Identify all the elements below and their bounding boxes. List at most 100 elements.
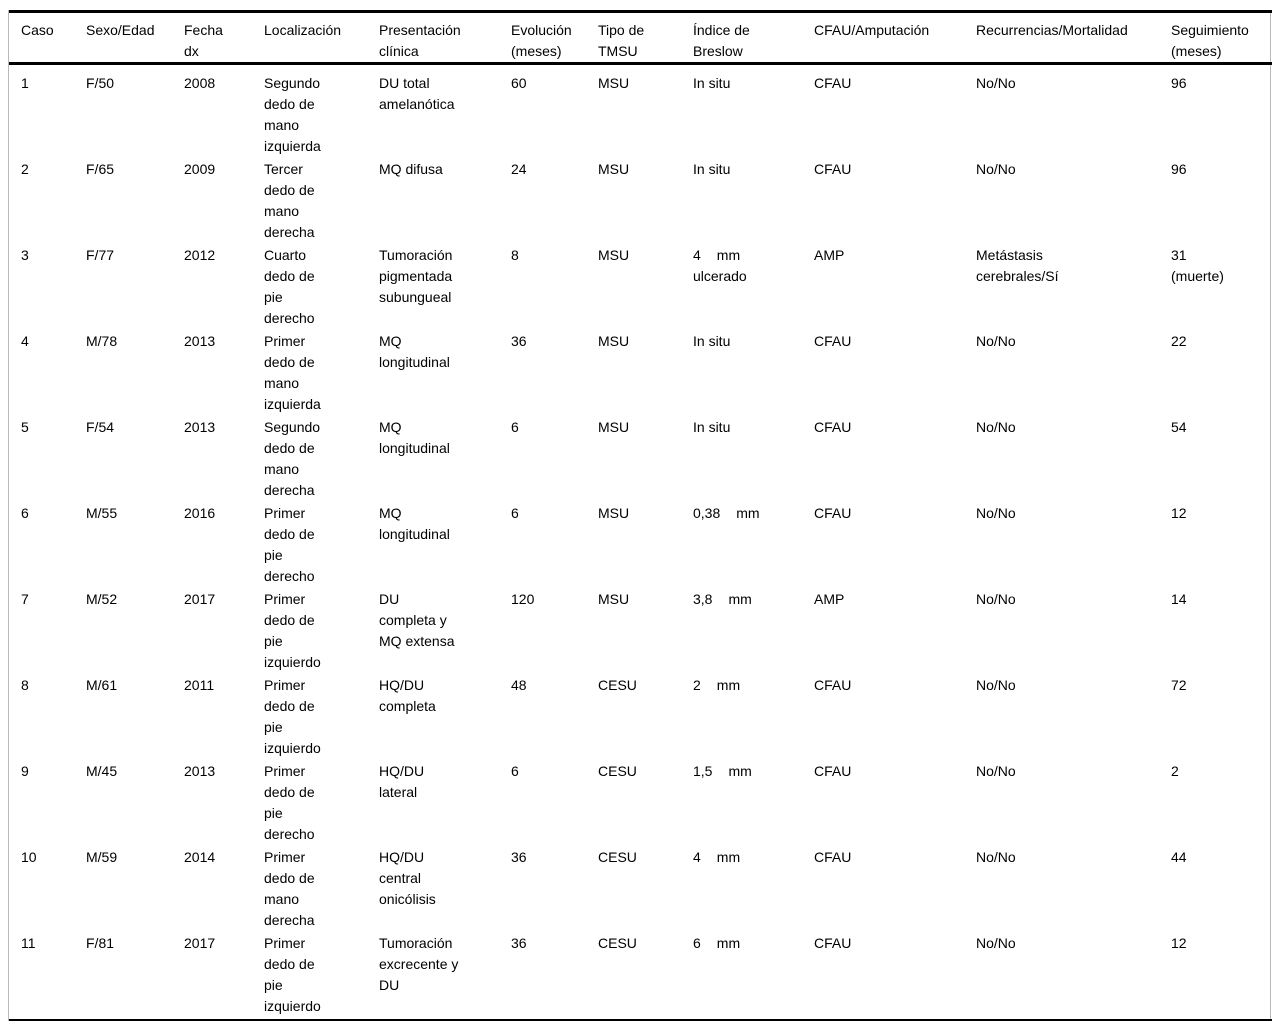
table-row: 11 F/81 2017 Primer dedo de pie izquierdo Tu… (9, 933, 1272, 1020)
breslow-unit: mm (716, 677, 741, 693)
breslow-value-line: 2 mm (693, 677, 741, 693)
cell-fecha_dx: 2013 (184, 419, 216, 435)
cell-tipo_tmsu: MSU (598, 591, 630, 607)
cell-sexo_edad: M/45 (86, 763, 118, 779)
column-header-tipo_tmsu: Tipo de TMSU (598, 11, 693, 65)
cell-sexo_edad: F/54 (86, 419, 115, 435)
cell-tipo_tmsu: CESU (598, 849, 637, 865)
breslow-value-line: 1,5 mm (693, 763, 752, 779)
cell-tipo_tmsu: CESU (598, 935, 637, 951)
table-row: 5 F/54 2013 Segundo dedo de mano derecha MQ … (9, 417, 1272, 503)
cell-localizacion: Primer dedo de pie izquierdo (264, 677, 321, 756)
cell-seguimiento_meses: 12 (1171, 505, 1187, 521)
cell-caso: 1 (21, 75, 29, 91)
breslow-value-line: 4 mm (693, 247, 741, 263)
cell-seguimiento_meses: 72 (1171, 677, 1187, 693)
cell-tipo_tmsu: CESU (598, 677, 637, 693)
breslow-value-line: In situ (693, 161, 731, 177)
cell-fecha_dx: 2008 (184, 75, 216, 91)
table-row: 9 M/45 2013 Primer dedo de pie derecho HQ/DU… (9, 761, 1272, 847)
cell-presentacion_clinica: Tumoración pigmentada subungueal (379, 247, 453, 305)
breslow-value-line: 6 mm (693, 935, 741, 951)
cell-evolucion_meses: 60 (511, 75, 527, 91)
cell-cfau_amputacion: CFAU (814, 333, 852, 349)
breslow-unit: mm (716, 849, 741, 865)
cell-evolucion_meses: 24 (511, 161, 527, 177)
cases-table-figure: Caso Sexo/Edad Fecha dx Localización Present… (8, 10, 1272, 1021)
cell-fecha_dx: 2016 (184, 505, 216, 521)
cell-fecha_dx: 2014 (184, 849, 216, 865)
cell-sexo_edad: M/61 (86, 677, 118, 693)
cell-indice_breslow: 0,38 mm (693, 503, 814, 589)
cell-recurrencias_mortalidad: No/No (976, 505, 1016, 521)
cell-localizacion: Primer dedo de mano izquierda (264, 333, 321, 412)
cell-indice_breslow: 2 mm (693, 675, 814, 761)
column-header-recurrencias_mortalidad: Recurrencias/Mortalidad (976, 11, 1171, 65)
cell-recurrencias_mortalidad: No/No (976, 591, 1016, 607)
breslow-value-line: 3,8 mm (693, 591, 752, 607)
cell-localizacion: Primer dedo de pie izquierdo (264, 935, 321, 1014)
table-body: 1 F/50 2008 Segundo dedo de mano izquierda D… (9, 64, 1272, 1021)
column-header-cfau_amputacion: CFAU/Amputación (814, 11, 976, 65)
column-header-fecha_dx: Fecha dx (184, 11, 264, 65)
cell-localizacion: Primer dedo de pie izquierdo (264, 591, 321, 670)
breslow-value-line: In situ (693, 75, 731, 91)
cell-cfau_amputacion: CFAU (814, 505, 852, 521)
cell-recurrencias_mortalidad: No/No (976, 935, 1016, 951)
cell-cfau_amputacion: AMP (814, 247, 845, 263)
cell-recurrencias_mortalidad: No/No (976, 849, 1016, 865)
table-row: 10 M/59 2014 Primer dedo de mano derecha HQ/… (9, 847, 1272, 933)
cell-sexo_edad: M/78 (86, 333, 118, 349)
breslow-unit: mm (736, 505, 760, 521)
cell-sexo_edad: F/50 (86, 75, 115, 91)
cell-seguimiento_meses: 96 (1171, 161, 1187, 177)
cell-cfau_amputacion: CFAU (814, 935, 852, 951)
cell-recurrencias_mortalidad: No/No (976, 75, 1016, 91)
cell-presentacion_clinica: MQ longitudinal (379, 333, 450, 370)
cell-caso: 4 (21, 333, 29, 349)
cell-localizacion: Primer dedo de pie derecho (264, 505, 315, 584)
cell-indice_breslow: 3,8 mm (693, 589, 814, 675)
cell-fecha_dx: 2009 (184, 161, 216, 177)
breslow-unit: mm (728, 591, 752, 607)
cell-presentacion_clinica: HQ/DU lateral (379, 763, 425, 800)
cell-recurrencias_mortalidad: No/No (976, 677, 1016, 693)
cell-fecha_dx: 2013 (184, 763, 216, 779)
cell-tipo_tmsu: MSU (598, 419, 630, 435)
cell-tipo_tmsu: MSU (598, 247, 630, 263)
cell-presentacion_clinica: HQ/DU central onicólisis (379, 849, 436, 907)
cell-evolucion_meses: 6 (511, 505, 519, 521)
cell-cfau_amputacion: CFAU (814, 677, 852, 693)
cell-presentacion_clinica: Tumoración excrecente y DU (379, 935, 459, 993)
cell-evolucion_meses: 6 (511, 419, 519, 435)
column-header-caso: Caso (9, 11, 86, 65)
cell-presentacion_clinica: MQ longitudinal (379, 505, 450, 542)
cell-seguimiento_meses: 31 (muerte) (1171, 247, 1224, 284)
cell-fecha_dx: 2013 (184, 333, 216, 349)
cell-recurrencias_mortalidad: No/No (976, 419, 1016, 435)
cell-presentacion_clinica: DU total amelanótica (379, 75, 455, 112)
cell-cfau_amputacion: CFAU (814, 763, 852, 779)
cell-cfau_amputacion: CFAU (814, 419, 852, 435)
cell-indice_breslow: In situ (693, 417, 814, 503)
cell-presentacion_clinica: MQ difusa (379, 161, 443, 177)
breslow-value-line: In situ (693, 419, 731, 435)
cell-seguimiento_meses: 12 (1171, 935, 1187, 951)
cell-presentacion_clinica: DU completa y MQ extensa (379, 591, 455, 649)
breslow-unit: mm (728, 763, 752, 779)
table-row: 2 F/65 2009 Tercer dedo de mano derecha MQ d… (9, 159, 1272, 245)
cell-caso: 8 (21, 677, 29, 693)
cell-localizacion: Segundo dedo de mano izquierda (264, 75, 321, 154)
cell-tipo_tmsu: CESU (598, 763, 637, 779)
cell-tipo_tmsu: MSU (598, 75, 630, 91)
table-header: Caso Sexo/Edad Fecha dx Localización Present… (9, 11, 1272, 65)
table-row: 1 F/50 2008 Segundo dedo de mano izquierda D… (9, 64, 1272, 160)
cell-sexo_edad: F/77 (86, 247, 115, 263)
cell-fecha_dx: 2017 (184, 591, 216, 607)
cell-seguimiento_meses: 54 (1171, 419, 1187, 435)
cell-sexo_edad: M/52 (86, 591, 118, 607)
cell-seguimiento_meses: 2 (1171, 763, 1179, 779)
cell-caso: 9 (21, 763, 29, 779)
cell-localizacion: Cuarto dedo de pie derecho (264, 247, 315, 326)
cell-indice_breslow: 4 mm (693, 847, 814, 933)
